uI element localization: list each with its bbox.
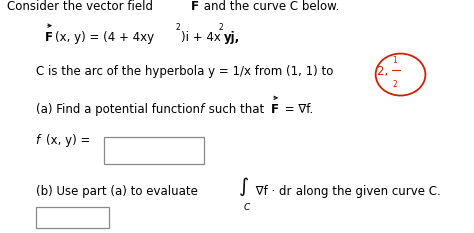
Text: F: F (45, 31, 53, 44)
Text: (x, y) =: (x, y) = (46, 134, 94, 147)
Text: F: F (271, 103, 279, 116)
Text: 1: 1 (392, 56, 397, 65)
Text: F: F (191, 0, 199, 14)
Text: = ∇f.: = ∇f. (281, 103, 313, 116)
Text: C: C (244, 203, 250, 212)
Text: )i + 4x: )i + 4x (181, 31, 221, 44)
Text: 2: 2 (393, 80, 398, 89)
Text: ∇f · dr: ∇f · dr (252, 185, 291, 198)
Text: (x, y) = (4 + 4xy: (x, y) = (4 + 4xy (55, 31, 154, 44)
Text: C is the arc of the hyperbola y = 1/x from (1, 1) to: C is the arc of the hyperbola y = 1/x fr… (36, 65, 337, 78)
Text: (b) Use part (a) to evaluate: (b) Use part (a) to evaluate (36, 185, 198, 198)
Text: 2: 2 (176, 23, 181, 32)
Bar (104, 137, 204, 164)
Text: f: f (199, 103, 203, 116)
Text: 2,: 2, (377, 65, 392, 78)
Text: along the given curve C.: along the given curve C. (292, 185, 441, 198)
Text: f: f (36, 134, 40, 147)
Text: Consider the vector field: Consider the vector field (7, 0, 157, 14)
Text: and the curve C below.: and the curve C below. (200, 0, 339, 14)
Text: such that: such that (205, 103, 268, 116)
Text: 2: 2 (219, 23, 224, 32)
Text: ∫: ∫ (238, 177, 248, 196)
Bar (36, 207, 109, 228)
Text: (a) Find a potential function: (a) Find a potential function (36, 103, 203, 116)
Text: yj,: yj, (224, 31, 240, 44)
